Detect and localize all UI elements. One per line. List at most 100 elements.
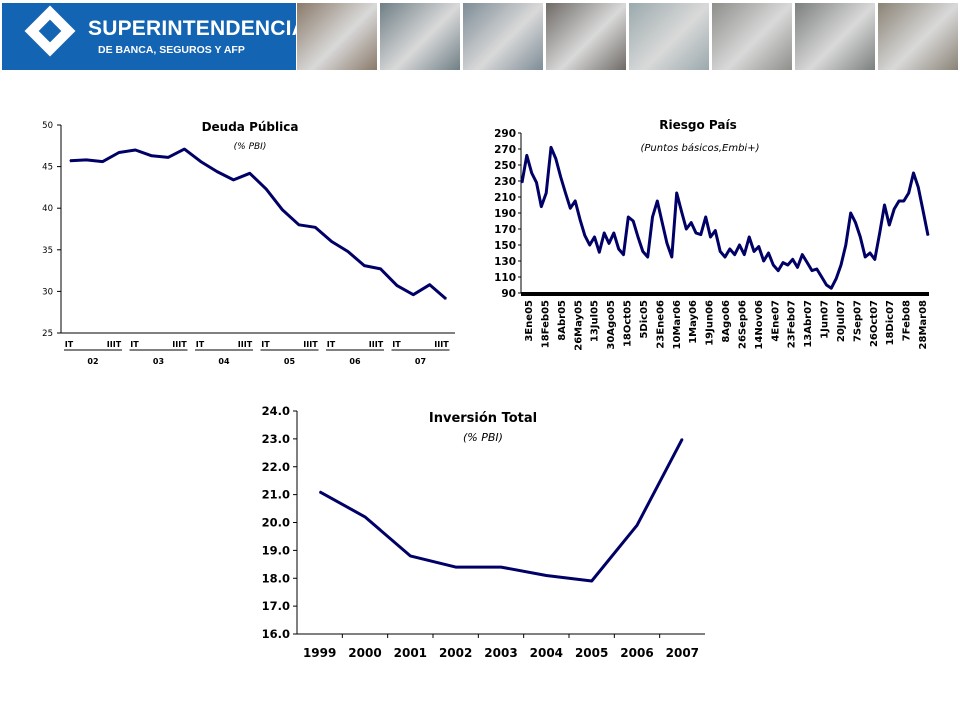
chart3-y-tick-label: 16.0 xyxy=(262,627,290,641)
chart1-y-tick-label: 50 xyxy=(42,121,53,131)
chart2-point xyxy=(618,248,620,250)
chart1-quarter-label: IIIT xyxy=(369,340,384,349)
chart2-y-tick-label: 110 xyxy=(494,272,516,284)
chart2-point xyxy=(864,256,866,258)
chart2-x-tick-label: 7Sep07 xyxy=(852,300,863,342)
chart2-point xyxy=(782,262,784,264)
chart2-point xyxy=(569,207,571,209)
chart3-point xyxy=(319,491,321,493)
chart2-x-tick-label: 1Jun07 xyxy=(820,300,831,339)
chart1-quarter-label: IT xyxy=(392,340,401,349)
chart2-point xyxy=(603,232,605,234)
chart3-x-tick-label: 1999 xyxy=(303,646,336,660)
chart1-quarter-label: IT xyxy=(130,340,139,349)
building-photo xyxy=(380,3,460,70)
chart2-point xyxy=(888,224,890,226)
chart1-quarter-label: IIIT xyxy=(238,340,253,349)
chart1-point xyxy=(445,298,447,300)
chart1-y-tick-label: 45 xyxy=(42,163,53,173)
chart3-y-tick-label: 20.0 xyxy=(262,516,290,530)
chart2-point xyxy=(661,222,663,224)
chart2-point xyxy=(685,228,687,230)
chart2-x-tick-label: 28Mar08 xyxy=(918,300,929,350)
chart2-point xyxy=(560,176,562,178)
chart2-point xyxy=(647,256,649,258)
chart2-point xyxy=(898,200,900,202)
chart2-point xyxy=(690,222,692,224)
sbs-logo[interactable]: SUPERINTENDENCIA DE BANCA, SEGUROS Y AFP xyxy=(2,3,307,70)
handshake-photo xyxy=(878,3,958,70)
chart3-y-tick-label: 22.0 xyxy=(262,460,290,474)
chart1-point xyxy=(314,226,316,228)
chart1-point xyxy=(330,240,333,243)
chart1-year-label: 03 xyxy=(153,357,164,366)
chart1-series-line xyxy=(69,147,447,301)
chart2-point xyxy=(676,192,678,194)
chart1-point xyxy=(200,161,202,163)
chart2-x-tick-label: 20Jul07 xyxy=(836,300,847,342)
chart2-point xyxy=(613,232,615,234)
chart3-x-tick-label: 2001 xyxy=(394,646,427,660)
chart1-y-tick-label: 30 xyxy=(42,287,53,297)
chart3-x-tick-label: 2003 xyxy=(484,646,517,660)
keyboard-photo xyxy=(463,3,543,70)
chart1-year-label: 07 xyxy=(415,357,426,366)
credit-card-photo xyxy=(297,3,377,70)
chart2-point xyxy=(598,251,600,253)
chart1-year-label: 05 xyxy=(284,357,296,366)
chart1-point xyxy=(151,155,153,157)
chart2-y-tick-label: 230 xyxy=(494,176,516,188)
chart2-point xyxy=(893,208,895,210)
chart2-x-tick-label: 19Jun06 xyxy=(705,300,716,346)
chart2-point xyxy=(927,234,929,236)
chart2-point xyxy=(835,278,837,280)
chart2-point xyxy=(724,256,726,258)
chart3-y-tick-label: 18.0 xyxy=(262,571,290,585)
chart2-y-tick-label: 210 xyxy=(494,192,516,204)
chart2-point xyxy=(680,210,683,212)
chart1-quarter-label: IIIT xyxy=(107,340,122,349)
chart2-y-tick-label: 270 xyxy=(494,144,516,156)
logo-title: SUPERINTENDENCIA xyxy=(88,17,308,40)
chart2-point xyxy=(714,230,716,232)
chart2-x-tick-label: 8Ago06 xyxy=(721,300,732,343)
chart3-series-line xyxy=(318,438,684,583)
chart2-point xyxy=(908,192,910,194)
chart2-point xyxy=(859,236,861,238)
chart2-x-tick-label: 14Nov06 xyxy=(754,300,765,350)
chart2-point xyxy=(787,264,789,266)
chart1-quarter-label: IIIT xyxy=(303,340,318,349)
chart2-point xyxy=(854,222,857,224)
chart3-y-tick-label: 23.0 xyxy=(262,432,290,446)
chart2-point xyxy=(738,244,741,246)
chart3-x-tick-label: 2002 xyxy=(439,646,472,660)
chart1-point xyxy=(298,224,300,226)
chart2-point xyxy=(555,158,557,160)
chart2-point xyxy=(806,262,808,264)
chart1-year-label: 04 xyxy=(218,357,230,366)
chart1-quarter-label: IIIT xyxy=(172,340,187,349)
chart3-point xyxy=(500,566,502,568)
chart2-point xyxy=(777,270,779,272)
chart2-y-tick-label: 170 xyxy=(494,224,516,236)
chart2-point xyxy=(917,186,919,188)
chart1-point xyxy=(69,160,71,162)
chart2-point xyxy=(593,236,596,238)
chart3-point xyxy=(364,516,366,518)
chart2-point xyxy=(531,172,533,174)
chart2-x-tick-label: 23Feb07 xyxy=(787,300,798,348)
chart2-point xyxy=(753,250,755,252)
chart2-x-tick-label: 7Feb08 xyxy=(902,300,913,341)
chart2-x-tick-label: 13Abr07 xyxy=(803,300,814,348)
chart2-point xyxy=(801,254,803,256)
chart2-point xyxy=(903,200,905,202)
chart3-y-tick-label: 24.0 xyxy=(262,404,290,418)
chart3-subtitle: (% PBI) xyxy=(463,431,503,444)
chart3-x-tick-label: 2004 xyxy=(530,646,563,660)
businessmen-photo xyxy=(795,3,875,70)
chart2-point xyxy=(874,258,876,260)
chart2-point xyxy=(545,192,547,194)
chart2-y-tick-label: 150 xyxy=(494,240,516,252)
chart1-point xyxy=(281,209,284,211)
